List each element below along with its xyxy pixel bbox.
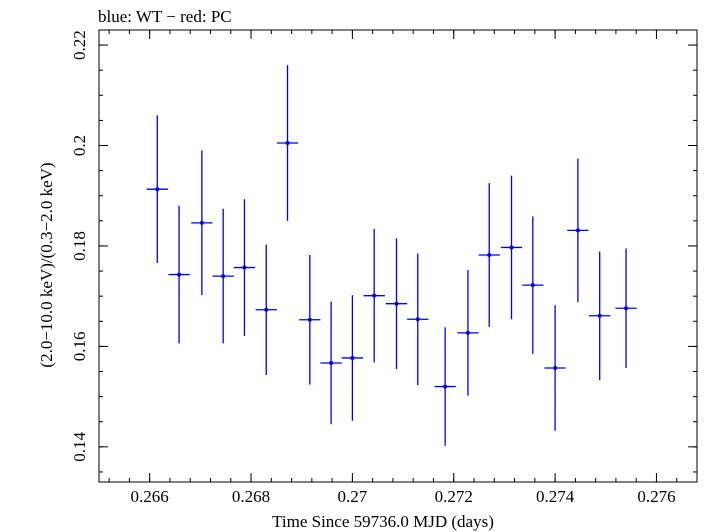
point-marker [177,272,182,277]
data-point [457,270,479,396]
plot-border [98,29,698,483]
y-tick-label: 0.2 [70,135,89,156]
point-marker [329,360,334,365]
data-point [385,238,408,369]
point-marker [553,365,558,370]
data-point [363,228,385,363]
point-marker [530,283,535,288]
data-point [341,295,364,421]
point-marker [221,274,226,279]
point-marker [285,141,290,145]
data-point [407,253,429,386]
point-marker [264,307,269,312]
data-point [168,205,190,344]
x-axis: 0.266 0.268 0.27 0.272 0.274 0.276 [108,30,678,506]
data-point [544,305,566,431]
y-tick-label: 0.16 [70,332,89,362]
point-marker [199,220,204,225]
point-marker [307,317,312,322]
data-point [233,199,256,336]
point-marker [575,228,580,233]
point-marker [487,252,492,257]
y-tick-label: 0.18 [70,231,89,261]
data-point [615,248,637,368]
data-point [212,208,234,344]
point-marker [597,313,602,318]
data-point [500,175,523,320]
data-point [478,183,500,327]
point-marker [242,265,247,270]
point-marker [394,301,399,306]
data-point [589,251,611,381]
x-tick-label: 0.266 [131,487,169,506]
data-point [191,150,213,296]
point-marker [465,330,470,335]
data-point [567,158,589,303]
point-marker [415,317,420,322]
x-tick-label: 0.268 [232,487,270,506]
point-marker [509,245,514,250]
y-tick-label: 0.14 [70,431,89,461]
data-point [434,327,456,446]
chart-title: blue: WT − red: PC [98,7,232,26]
data-point [255,244,277,376]
data-points [146,65,637,446]
data-point [299,254,321,385]
data-point [146,115,168,264]
y-axis: 0.14 0.16 0.18 0.2 0.22 [70,30,697,473]
x-axis-label: Time Since 59736.0 MJD (days) [272,512,494,531]
plot-frame [98,29,698,483]
point-marker [624,306,629,311]
data-point [522,216,544,354]
point-marker [155,187,160,192]
point-marker [350,355,355,360]
y-axis-label: (2.0−10.0 keV)/(0.3−2.0 keV) [37,162,56,367]
point-marker [372,293,377,298]
data-point [276,65,299,221]
point-marker [443,384,448,389]
x-tick-label: 0.276 [637,487,675,506]
y-tick-label: 0.22 [70,30,89,60]
x-tick-label: 0.27 [338,487,368,506]
x-tick-label: 0.274 [536,487,575,506]
data-point [320,301,342,425]
x-tick-label: 0.272 [435,487,473,506]
